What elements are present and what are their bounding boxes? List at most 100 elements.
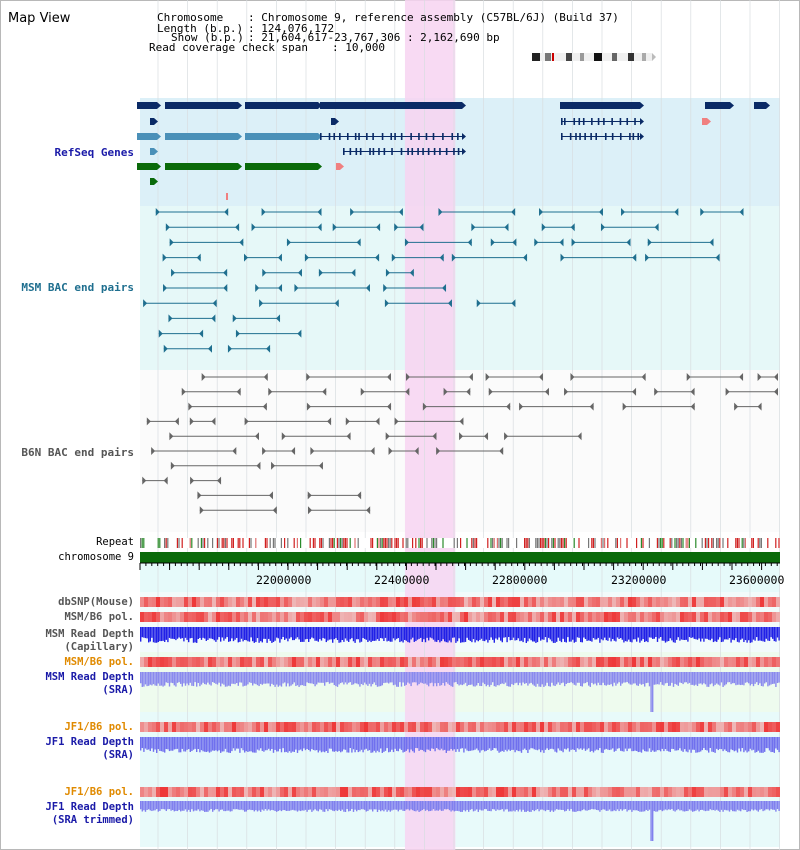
track-label-refseq-genes[interactable]: RefSeq Genes: [54, 146, 134, 159]
depth-msm-sra-bar: [578, 672, 580, 683]
depth-jf1-sra-bar: [216, 737, 219, 752]
track-label-msm-read-depth-capillary[interactable]: MSM Read Depth: [45, 628, 134, 640]
depth-capillary-bar: [760, 627, 763, 641]
depth-capillary-bar: [749, 627, 751, 643]
jf1-b6-pol-trim-heat-cell: [184, 787, 188, 797]
repeat-element: [354, 538, 356, 548]
jf1-b6-pol-heat-cell: [404, 722, 408, 732]
depth-msm-sra-bar: [247, 672, 249, 685]
msm-b6-pol-sra-heat-cell: [428, 657, 432, 667]
depth-msm-sra-bar: [735, 672, 737, 686]
track-label-dbsnp[interactable]: dbSNP(Mouse): [58, 596, 134, 608]
msm-b6-pol-sra-heat-cell: [716, 657, 720, 667]
track-label-jf1-sra-sub: (SRA): [102, 749, 134, 761]
msm-bac-track-bg: [140, 206, 780, 370]
depth-capillary-bar: [333, 627, 335, 640]
repeat-element: [378, 538, 380, 548]
depth-jf1-sra-bar: [524, 737, 526, 749]
msm-b6-pol-sra-heat-cell: [292, 657, 296, 667]
depth-msm-sra-bar: [676, 672, 678, 685]
track-label-msm-read-depth-sra[interactable]: MSM Read Depth: [45, 671, 134, 683]
bac-end-right: [447, 299, 452, 308]
depth-jf1-sra-bar: [628, 737, 630, 749]
jf1-b6-pol-heat-cell: [552, 722, 556, 732]
depth-msm-sra-bar: [757, 672, 759, 686]
repeat-element: [722, 538, 724, 548]
gene-exon: [381, 133, 384, 140]
jf1-b6-pol-trim-heat-cell: [496, 787, 500, 797]
depth-capillary-bar: [668, 627, 670, 642]
depth-jf1-trim-bar: [668, 801, 670, 810]
depth-jf1-trim-bar: [162, 801, 164, 810]
depth-jf1-sra-bar: [375, 737, 377, 753]
depth-msm-sra-bar: [738, 672, 740, 685]
depth-msm-sra-bar: [615, 672, 617, 686]
gene-strand-arrow: [640, 102, 644, 109]
bac-end-right: [263, 373, 268, 381]
depth-msm-sra-bar: [149, 672, 151, 685]
bac-end-right: [212, 299, 217, 308]
msm-b6-pol-sra-heat-cell: [776, 657, 780, 667]
gene-strand-arrow: [238, 102, 242, 109]
depth-jf1-sra-bar: [588, 737, 590, 749]
depth-jf1-sra-bar: [746, 737, 748, 753]
track-label-jf1-b6-pol[interactable]: JF1/B6 pol.: [64, 721, 134, 733]
depth-msm-sra-bar: [741, 672, 743, 685]
track-label-msm-bac-end-pairs[interactable]: MSM BAC end pairs: [21, 281, 134, 294]
depth-jf1-trim-bar: [447, 801, 449, 810]
depth-capillary-bar: [199, 627, 201, 638]
msm-b6-pol-sra-heat-cell: [656, 657, 660, 667]
jf1-b6-pol-heat-cell: [452, 722, 456, 732]
track-label-jf1-read-depth-trimmed[interactable]: JF1 Read Depth: [45, 801, 134, 813]
jf1-b6-pol-heat-cell: [356, 722, 360, 732]
repeat-element: [712, 538, 714, 548]
depth-jf1-sra-bar: [602, 737, 604, 753]
depth-jf1-sra-bar: [354, 737, 356, 753]
track-label-msm-b6-pol[interactable]: MSM/B6 pol.: [64, 611, 134, 623]
jf1-b6-pol-heat-cell: [316, 722, 320, 732]
repeat-element: [237, 538, 239, 548]
depth-jf1-trim-bar: [719, 801, 721, 812]
depth-capillary-bar: [404, 627, 406, 640]
repeat-element: [679, 538, 681, 548]
msm-b6-pol-heat-cell: [376, 612, 380, 622]
depth-jf1-sra-bar: [496, 737, 499, 751]
dbsnp-heat-cell: [160, 597, 164, 607]
depth-jf1-sra-bar: [687, 737, 689, 753]
jf1-b6-pol-trim-heat-cell: [736, 787, 740, 797]
depth-capillary-bar: [564, 627, 566, 642]
depth-jf1-trim-bar: [319, 801, 321, 810]
depth-capillary-bar: [599, 627, 601, 643]
gene-exon: [578, 118, 581, 125]
track-label-jf1-b6-pol-trimmed[interactable]: JF1/B6 pol.: [64, 786, 134, 798]
depth-jf1-trim-bar: [575, 801, 577, 812]
depth-msm-sra-bar: [404, 672, 406, 686]
msm-b6-pol-heat-cell: [220, 612, 224, 622]
jf1-b6-pol-trim-heat-cell: [164, 787, 168, 797]
jf1-b6-pol-heat-cell: [696, 722, 700, 732]
depth-jf1-trim-bar: [456, 801, 459, 811]
depth-jf1-trim-bar: [199, 801, 201, 812]
jf1-b6-pol-trim-heat-cell: [688, 787, 692, 797]
depth-jf1-trim-bar: [464, 801, 467, 812]
depth-capillary-bar: [399, 627, 401, 643]
depth-jf1-sra-bar: [242, 737, 244, 751]
jf1-b6-pol-trim-heat-cell: [376, 787, 380, 797]
gene-exon: [590, 133, 592, 140]
depth-jf1-sra-bar: [693, 737, 695, 750]
repeat-element: [615, 538, 617, 548]
msm-b6-pol-sra-heat-cell: [640, 657, 644, 667]
depth-capillary-bar: [234, 627, 236, 640]
depth-jf1-sra-bar: [725, 737, 727, 751]
depth-msm-sra-bar: [500, 672, 502, 685]
depth-jf1-trim-bar: [239, 801, 241, 810]
track-label-msm-b6-pol-sra[interactable]: MSM/B6 pol.: [64, 656, 134, 668]
repeat-element: [744, 538, 746, 548]
depth-jf1-trim-bar: [514, 801, 516, 812]
jf1-b6-pol-trim-heat-cell: [668, 787, 672, 797]
track-label-jf1-read-depth-sra[interactable]: JF1 Read Depth: [45, 736, 134, 748]
track-label-b6n-bac-end-pairs[interactable]: B6N BAC end pairs: [21, 446, 134, 459]
depth-msm-sra-bar: [146, 672, 148, 687]
depth-msm-sra-bar: [210, 672, 212, 686]
